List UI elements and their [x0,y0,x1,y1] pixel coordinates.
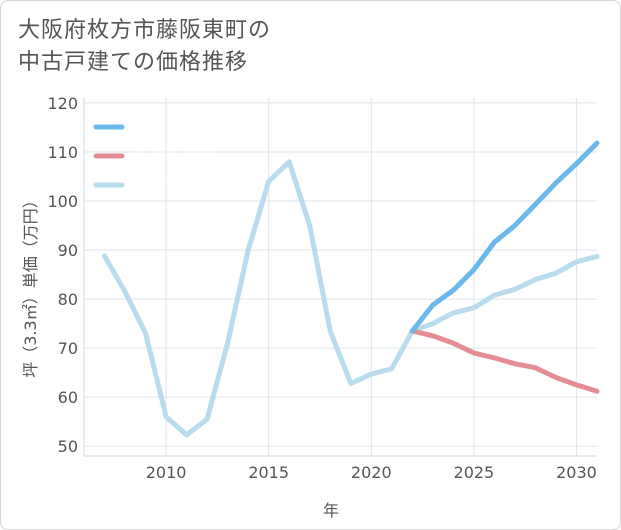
series-line-good [409,140,600,334]
y-tick-label: 50 [58,437,78,456]
x-tick-label: 2025 [454,463,495,482]
x-axis-title: 年 [323,501,339,520]
chart-title-line-2: 中古戸建ての価格推移 [18,50,249,75]
axes [83,98,597,457]
grid-lines [84,98,597,456]
y-tick-label: 70 [58,339,78,358]
series-line-normal [102,159,600,438]
y-tick-label: 100 [47,192,78,211]
x-tick-label: 2030 [556,463,597,482]
legend-label: ノーマルシナリオ [128,179,232,194]
x-tick-label: 2010 [146,463,187,482]
y-tick-label: 80 [58,290,78,309]
y-tick-label: 120 [47,94,78,113]
tick-labels: 50 60 70 80 90 100 110 120 2010 2015 2020 2025 2030 [47,94,596,482]
x-tick-label: 2015 [248,463,289,482]
series-lines [102,140,600,438]
series-line-bad [409,328,600,394]
chart-title: 大阪府枚方市藤阪東町の 中古戸建ての価格推移 [18,15,271,79]
legend-label: グッドシナリオ [128,121,219,136]
y-tick-label: 110 [47,143,78,162]
y-tick-label: 90 [58,241,78,260]
legend-label: バッドシナリオ [128,150,219,165]
y-tick-label: 60 [58,388,78,407]
chart-title-line-1: 大阪府枚方市藤阪東町の [18,18,272,43]
x-tick-label: 2020 [351,463,392,482]
y-axis-title: 坪（3.3㎡）単価（万円） [21,192,40,377]
